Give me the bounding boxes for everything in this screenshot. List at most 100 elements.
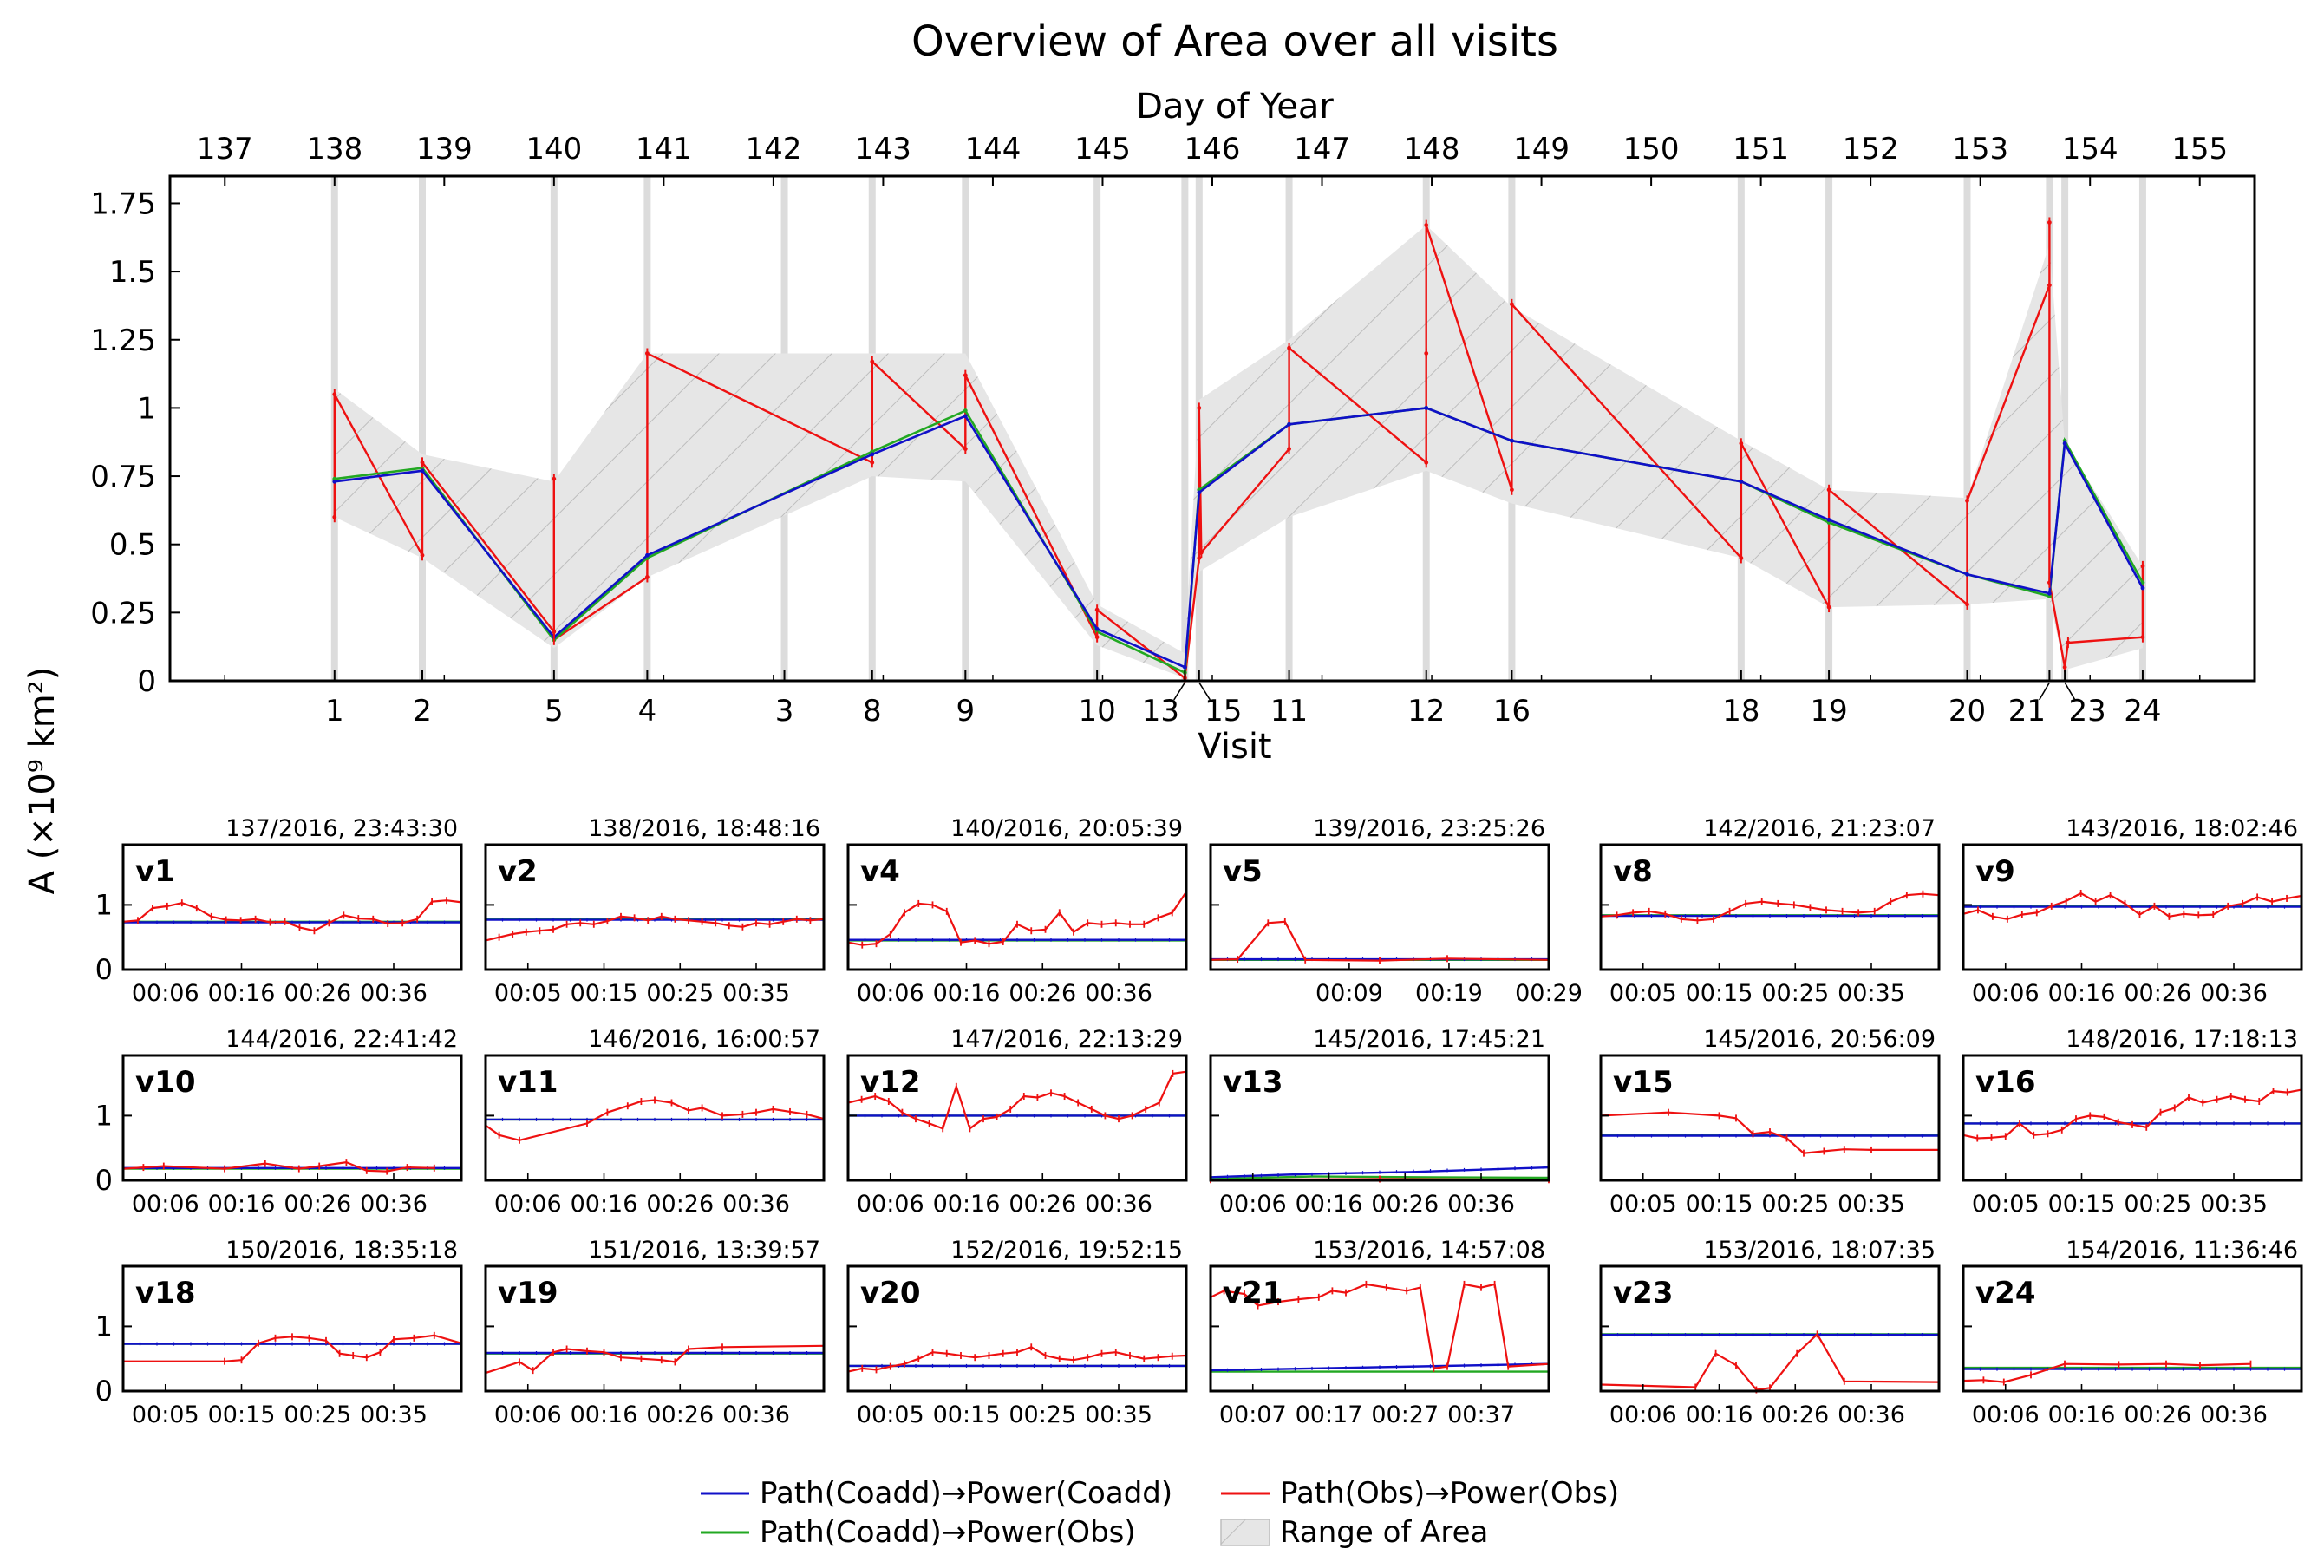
visit-tick-label: 24: [2124, 694, 2161, 728]
subplot-frame: [1209, 1264, 1550, 1393]
subplot-obs-line: [847, 1070, 1187, 1131]
doy-tick-label: 147: [1294, 132, 1350, 167]
x-axis-label: Visit: [1198, 727, 1271, 767]
subplot-obs-line: [1210, 1283, 1550, 1370]
chart-title: Overview of Area over all visits: [911, 17, 1558, 66]
subplot-x-tick-label: 00:06: [494, 1401, 562, 1428]
subplot-frame: [1962, 843, 2303, 971]
subplot-label: v16: [1975, 1065, 2035, 1100]
x2-axis-label: Day of Year: [1136, 87, 1334, 127]
visit-subplots: 0 1 00:06 00:16 00:26 00:36 137/2016, 23:43:30…: [95, 815, 2303, 1428]
subplot-y-tick-label: 1: [95, 888, 113, 921]
y-tick-label: 1.75: [90, 186, 156, 221]
subplot-x-tick-label: 00:35: [360, 1401, 428, 1428]
legend-label: Path(Obs)→Power(Obs): [1280, 1476, 1619, 1511]
subplot-obs-line: [847, 891, 1187, 946]
series-0-point: [2047, 591, 2052, 596]
subplot-frame: [1599, 1264, 1941, 1393]
subplot-v13: 00:06 00:16 00:26 00:36 145/2016, 17:45:21 v1…: [1209, 1026, 1550, 1218]
visit-band-10: [1093, 176, 1101, 681]
subplot-x-tick-label: 00:15: [1686, 980, 1753, 1007]
subplot-obs-line: [485, 1344, 825, 1375]
series-0-point: [1424, 406, 1429, 410]
y-tick-label: 0.25: [90, 596, 156, 630]
y-axis-label: A (×10⁹ km²): [23, 667, 62, 895]
subplot-title: 142/2016, 21:23:07: [1703, 815, 1936, 842]
visit-band-13: [1181, 176, 1189, 681]
subplot-title: 150/2016, 18:35:18: [225, 1237, 458, 1264]
subplot-frame: [484, 843, 826, 971]
visit-band-5: [550, 176, 558, 681]
subplot-title: 154/2016, 11:36:46: [2066, 1237, 2298, 1264]
subplot-x-tick-label: 00:05: [1609, 980, 1677, 1007]
subplot-x-tick-label: 00:15: [208, 1401, 276, 1428]
subplot-x-tick-label: 00:15: [933, 1401, 1001, 1428]
subplot-title: 137/2016, 23:43:30: [225, 815, 458, 842]
subplot-label: v4: [860, 854, 900, 889]
subplot-x-tick-label: 00:06: [132, 980, 199, 1007]
subplot-x-tick-label: 00:16: [933, 1191, 1001, 1218]
subplot-frame: [846, 1054, 1188, 1182]
subplot-label: v11: [498, 1065, 558, 1100]
subplot-title: 144/2016, 22:41:42: [225, 1026, 458, 1053]
subplot-x-tick-label: 00:06: [857, 980, 924, 1007]
series-0-point: [2062, 441, 2067, 446]
visit-tick-connector: [2064, 682, 2076, 701]
subplot-v16: 00:05 00:15 00:25 00:35 148/2016, 17:18:13 v1…: [1962, 1026, 2303, 1218]
legend: Path(Coadd)→Power(Coadd) Path(Coadd)→Powe…: [701, 1476, 1619, 1550]
subplot-x-tick-label: 00:25: [1009, 1401, 1076, 1428]
subplot-label: v2: [498, 854, 538, 889]
visit-tick-label: 15: [1204, 694, 1242, 728]
subplot-y-tick-label: 0: [95, 1164, 113, 1197]
doy-tick-label: 142: [745, 132, 801, 167]
subplot-v23: 00:06 00:16 00:26 00:36 153/2016, 18:07:35 v2…: [1599, 1237, 1941, 1428]
subplot-v1: 0 1 00:06 00:16 00:26 00:36 137/2016, 23:43:30…: [95, 815, 463, 1007]
subplot-x-tick-label: 00:36: [1085, 980, 1152, 1007]
subplot-y-tick-label: 0: [95, 1375, 113, 1408]
subplot-x-tick-label: 00:35: [1838, 1191, 1905, 1218]
subplot-x-tick-label: 00:26: [1009, 980, 1076, 1007]
series-0-point: [332, 479, 337, 484]
subplot-x-tick-label: 00:26: [646, 1191, 714, 1218]
visit-band-24: [2138, 176, 2146, 681]
subplot-frame: [1209, 1054, 1550, 1182]
subplot-x-tick-label: 00:16: [208, 1191, 276, 1218]
subplot-x-tick-label: 00:35: [2200, 1191, 2268, 1218]
visit-tick-label: 18: [1722, 694, 1759, 728]
subplot-frame: [1209, 843, 1550, 971]
visit-band-2: [419, 176, 427, 681]
series-0-point: [963, 414, 968, 419]
series-1-point: [2140, 580, 2145, 585]
legend-label: Range of Area: [1280, 1515, 1488, 1550]
doy-tick-label: 144: [964, 132, 1021, 167]
legend-swatch-hatch: [1221, 1519, 1270, 1545]
subplot-obs-line: [1210, 920, 1550, 962]
subplot-frame: [846, 843, 1188, 971]
subplot-v11: 00:06 00:16 00:26 00:36 146/2016, 16:00:57 v1…: [484, 1026, 826, 1218]
subplot-x-tick-label: 00:26: [1371, 1191, 1439, 1218]
subplot-v21: 00:07 00:17 00:27 00:37 153/2016, 14:57:08 v2…: [1209, 1237, 1550, 1428]
subplot-x-tick-label: 00:05: [857, 1401, 924, 1428]
visit-tick-label: 13: [1142, 694, 1179, 728]
subplot-x-tick-label: 00:36: [1085, 1191, 1152, 1218]
doy-tick-label: 146: [1185, 132, 1241, 167]
subplot-v15: 00:05 00:15 00:25 00:35 145/2016, 20:56:09 v1…: [1599, 1026, 1941, 1218]
subplot-obs-line: [1600, 1111, 1939, 1154]
range-area-hatch: [334, 225, 2143, 678]
subplot-x-tick-label: 00:35: [1085, 1401, 1152, 1428]
subplot-x-tick-label: 00:37: [1447, 1401, 1515, 1428]
subplot-x-tick-label: 00:06: [1972, 1401, 2040, 1428]
subplot-x-tick-label: 00:15: [2048, 1191, 2116, 1218]
subplot-title: 145/2016, 20:56:09: [1703, 1026, 1936, 1053]
subplot-x-tick-label: 00:35: [1838, 980, 1905, 1007]
subplot-title: 140/2016, 20:05:39: [950, 815, 1183, 842]
legend-label: Path(Coadd)→Power(Obs): [760, 1515, 1136, 1550]
visit-tick-label: 21: [2008, 694, 2046, 728]
subplot-x-tick-label: 00:16: [571, 1401, 638, 1428]
subplot-x-tick-label: 00:17: [1296, 1401, 1363, 1428]
subplot-v19: 00:06 00:16 00:26 00:36 151/2016, 13:39:57 v1…: [484, 1237, 826, 1428]
doy-tick-label: 138: [306, 132, 362, 167]
subplot-y-tick-label: 1: [95, 1310, 113, 1343]
subplot-x-tick-label: 00:26: [284, 1191, 351, 1218]
